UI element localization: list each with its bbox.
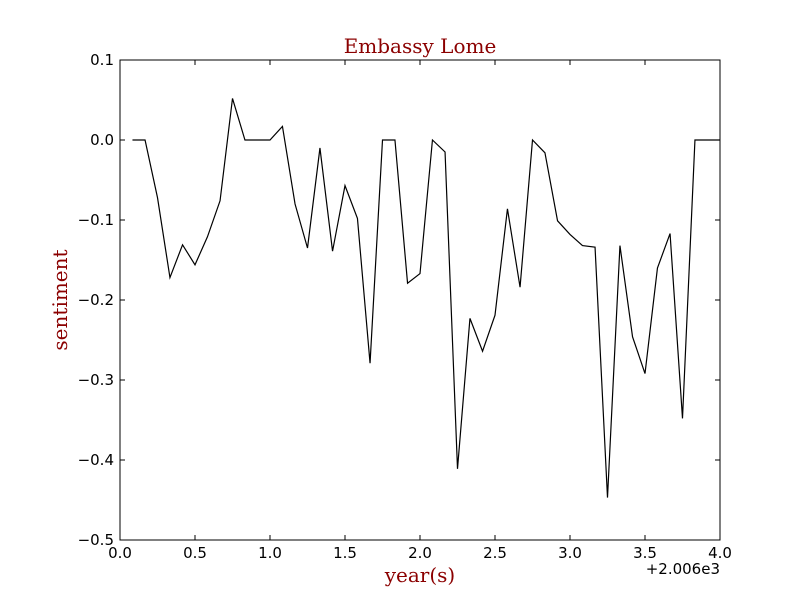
- chart-title: Embassy Lome: [344, 34, 497, 58]
- x-tick-label: 0.0: [108, 544, 132, 562]
- y-tick-label: −0.1: [78, 211, 114, 229]
- x-tick-label: 3.0: [558, 544, 582, 562]
- series-layer: [132, 98, 720, 498]
- x-tick-label: 2.0: [408, 544, 432, 562]
- y-axis-label: sentiment: [48, 249, 72, 350]
- x-tick-label: 4.0: [708, 544, 732, 562]
- x-offset-label: +2.006e3: [646, 560, 720, 578]
- x-axis-label: year(s): [384, 563, 456, 587]
- plot-frame: [119, 59, 721, 541]
- y-tick-label: 0.1: [90, 51, 114, 69]
- x-tick-label: 1.0: [258, 544, 282, 562]
- y-tick-label: −0.2: [78, 291, 114, 309]
- y-tick-label: −0.4: [78, 451, 114, 469]
- y-tick-label: −0.3: [78, 371, 114, 389]
- y-tick-label: 0.0: [90, 131, 114, 149]
- x-tick-label: 0.5: [183, 544, 207, 562]
- axis-ticks: 0.0 0.5 1.0 1.5 2.0 2.5 3.0 3.5 4.0 0.1 0.0 −0.1 −0.…: [78, 51, 732, 562]
- y-tick-label: −0.5: [78, 531, 114, 549]
- x-tick-label: 3.5: [633, 544, 657, 562]
- series-line-0: [132, 98, 720, 498]
- x-tick-label: 2.5: [483, 544, 507, 562]
- x-tick-label: 1.5: [333, 544, 357, 562]
